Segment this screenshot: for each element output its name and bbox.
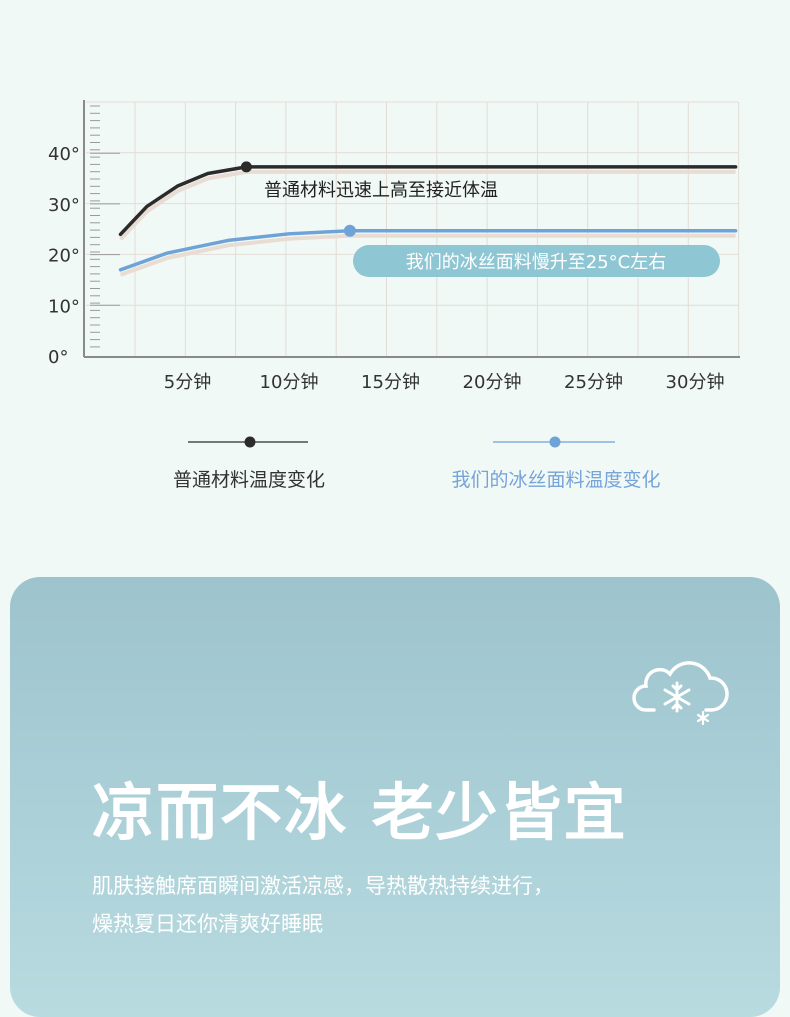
- y-tick-label: 10°: [48, 296, 80, 317]
- legend-item-normal: 普通材料温度变化: [172, 469, 325, 491]
- panel-description: 肌肤接触席面瞬间激活凉感，导热散热持续进行， 燥热夏日还你清爽好睡眠: [92, 867, 712, 943]
- annotation-ice-silk: 我们的冰丝面料慢升至25°C左右: [406, 252, 666, 273]
- series-shadow: [119, 169, 736, 241]
- x-tick-label: 10分钟: [260, 372, 319, 393]
- temperature-chart: 40° 30° 20° 10° 0° 5分钟 10分钟 15分钟 20分钟 25分钟 30分钟 普通材…: [48, 100, 740, 448]
- y-tick-label: 30°: [48, 195, 80, 216]
- x-tick-label: 20分钟: [463, 372, 522, 393]
- legend-marker-1: [244, 436, 256, 448]
- feature-panel: 凉而不冰 老少皆宜 肌肤接触席面瞬间激活凉感，导热散热持续进行， 燥热夏日还你清…: [10, 577, 780, 1017]
- y-tick-label: 20°: [48, 246, 80, 267]
- y-tick-label: 40°: [48, 144, 80, 165]
- x-tick-label: 25分钟: [564, 372, 623, 393]
- x-tick-label: 30分钟: [666, 372, 725, 393]
- panel-title: 凉而不冰 老少皆宜: [92, 776, 628, 849]
- legend-item-ice-silk: 我们的冰丝面料温度变化: [451, 469, 661, 491]
- snow-cloud-icon: [632, 661, 729, 726]
- series-line-1: [118, 165, 738, 237]
- series-marker-1: [240, 161, 252, 173]
- series-marker-2: [343, 224, 356, 237]
- description-line: 燥热夏日还你清爽好睡眠: [92, 912, 323, 936]
- series-line-2: [118, 229, 738, 272]
- annotation-callout: [353, 245, 720, 277]
- x-tick-label: 15分钟: [361, 372, 420, 393]
- legend-marker-2: [549, 436, 561, 448]
- description-line: 肌肤接触席面瞬间激活凉感，导热散热持续进行，: [92, 874, 554, 898]
- series-shadow: [119, 233, 736, 277]
- annotation-normal: 普通材料迅速上高至接近体温: [264, 180, 498, 201]
- y-tick-label: 0°: [48, 347, 68, 368]
- x-tick-label: 5分钟: [164, 372, 211, 393]
